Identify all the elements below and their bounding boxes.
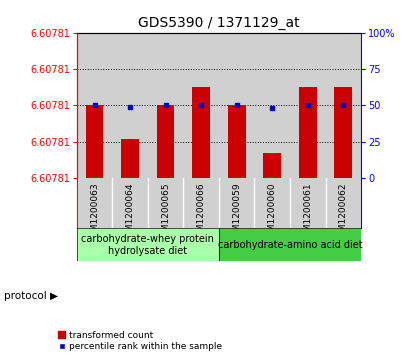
Text: GSM1200065: GSM1200065	[161, 182, 170, 243]
Text: carbohydrate-amino acid diet: carbohydrate-amino acid diet	[218, 240, 362, 250]
Bar	[77, 228, 219, 261]
Text: protocol ▶: protocol ▶	[4, 291, 58, 301]
Bar	[325, 33, 361, 178]
Bar	[219, 228, 361, 261]
Text: GSM1200063: GSM1200063	[90, 182, 99, 243]
Text: GSM1200060: GSM1200060	[268, 182, 277, 243]
Bar	[121, 139, 139, 178]
Text: carbohydrate-whey protein
hydrolysate diet: carbohydrate-whey protein hydrolysate di…	[81, 234, 214, 256]
Bar	[254, 33, 290, 178]
Bar	[192, 86, 210, 178]
Text: GSM1200059: GSM1200059	[232, 182, 241, 243]
Bar	[334, 86, 352, 178]
Text: GSM1200066: GSM1200066	[197, 182, 206, 243]
Bar	[219, 33, 254, 178]
Bar	[290, 33, 325, 178]
Bar	[183, 33, 219, 178]
Bar	[77, 33, 112, 178]
Text: GSM1200061: GSM1200061	[303, 182, 312, 243]
Bar	[85, 105, 103, 178]
Legend: transformed count, percentile rank within the sample: transformed count, percentile rank withi…	[54, 327, 225, 355]
Bar	[157, 105, 174, 178]
Bar	[264, 154, 281, 178]
Text: GSM1200062: GSM1200062	[339, 182, 348, 243]
Bar	[112, 33, 148, 178]
Bar	[228, 105, 246, 178]
Bar	[299, 86, 317, 178]
Text: GSM1200064: GSM1200064	[126, 182, 134, 243]
Title: GDS5390 / 1371129_at: GDS5390 / 1371129_at	[138, 16, 300, 30]
Bar	[148, 33, 183, 178]
